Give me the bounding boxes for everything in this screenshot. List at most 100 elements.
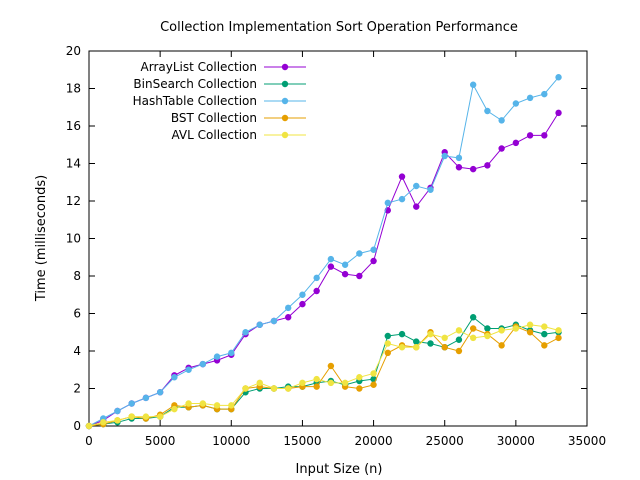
- data-point-hashtable-collection: [242, 329, 249, 336]
- x-tick-label: 20000: [354, 434, 392, 448]
- y-tick-label: 0: [73, 419, 81, 433]
- data-point-bst-collection: [327, 362, 335, 370]
- y-tick-label: 4: [73, 344, 81, 358]
- data-point-bst-collection: [541, 342, 548, 349]
- data-point-hashtable-collection: [156, 389, 164, 396]
- series-line-arraylist-collection: [88, 112, 559, 427]
- data-point-bst-collection: [370, 381, 377, 388]
- data-point-binsearch-collection: [455, 336, 463, 343]
- data-point-arraylist-collection: [327, 263, 335, 270]
- data-point-avl-collection: [541, 323, 548, 330]
- data-point-avl-collection: [114, 417, 121, 424]
- data-point-hashtable-collection: [327, 255, 335, 263]
- data-point-binsearch-collection: [427, 340, 434, 347]
- data-point-avl-collection: [341, 379, 349, 387]
- y-tick-label: 14: [66, 157, 81, 171]
- y-tick-label: 8: [73, 269, 81, 283]
- data-point-arraylist-collection: [313, 287, 320, 295]
- data-point-avl-collection: [370, 370, 377, 377]
- data-point-avl-collection: [526, 321, 534, 328]
- data-point-hashtable-collection: [285, 304, 292, 312]
- data-point-bst-collection: [384, 349, 391, 357]
- data-point-hashtable-collection: [341, 261, 349, 268]
- data-point-avl-collection: [85, 422, 93, 430]
- data-point-arraylist-collection: [398, 173, 406, 180]
- legend-marker: [281, 63, 289, 71]
- data-point-avl-collection: [498, 327, 505, 334]
- y-tick-label: 16: [66, 119, 81, 133]
- data-point-hashtable-collection: [142, 394, 150, 402]
- data-point-avl-collection: [199, 400, 207, 407]
- data-point-hashtable-collection: [356, 250, 363, 257]
- data-point-hashtable-collection: [512, 100, 520, 107]
- data-point-avl-collection: [228, 402, 235, 409]
- data-point-avl-collection: [171, 405, 178, 413]
- data-point-avl-collection: [441, 334, 448, 342]
- data-point-avl-collection: [484, 332, 491, 340]
- series-bst-collection: [85, 323, 562, 430]
- data-point-avl-collection: [100, 419, 107, 426]
- y-tick-label: 2: [73, 382, 81, 396]
- data-point-binsearch-collection: [398, 330, 406, 338]
- data-point-hashtable-collection: [199, 360, 207, 368]
- data-point-binsearch-collection: [484, 325, 491, 332]
- series-line-avl-collection: [88, 324, 559, 427]
- data-point-arraylist-collection: [512, 139, 520, 147]
- data-point-arraylist-collection: [370, 257, 377, 265]
- data-point-avl-collection: [455, 327, 463, 334]
- x-tick-label: 15000: [283, 434, 321, 448]
- data-point-hashtable-collection: [413, 182, 420, 190]
- series-avl-collection: [85, 321, 562, 430]
- data-point-avl-collection: [142, 413, 150, 420]
- data-point-arraylist-collection: [285, 314, 292, 321]
- data-point-arraylist-collection: [341, 270, 349, 278]
- legend-label: AVL Collection: [171, 128, 257, 142]
- legend-marker: [281, 131, 289, 139]
- data-point-binsearch-collection: [413, 338, 420, 345]
- legend-label: ArrayList Collection: [141, 60, 257, 74]
- data-point-hashtable-collection: [384, 199, 391, 207]
- data-point-binsearch-collection: [541, 330, 548, 338]
- data-point-avl-collection: [285, 385, 292, 392]
- data-point-bst-collection: [441, 344, 448, 351]
- data-point-hashtable-collection: [541, 90, 548, 98]
- data-point-hashtable-collection: [498, 117, 505, 124]
- data-point-avl-collection: [512, 325, 520, 332]
- data-point-arraylist-collection: [356, 272, 363, 280]
- data-point-binsearch-collection: [469, 314, 477, 321]
- data-point-avl-collection: [398, 344, 406, 351]
- data-point-arraylist-collection: [541, 132, 548, 139]
- x-axis-label: Input Size (n): [296, 462, 383, 477]
- x-tick-label: 35000: [568, 434, 606, 448]
- legend-label: BST Collection: [171, 111, 257, 125]
- data-point-hashtable-collection: [114, 407, 121, 415]
- data-point-hashtable-collection: [469, 81, 477, 88]
- data-point-arraylist-collection: [526, 132, 534, 139]
- x-tick-label: 10000: [212, 434, 250, 448]
- data-point-hashtable-collection: [555, 74, 562, 81]
- legend-marker: [281, 80, 289, 88]
- data-point-hashtable-collection: [128, 400, 135, 407]
- legend-marker: [281, 114, 289, 122]
- legend-label: BinSearch Collection: [133, 77, 257, 91]
- x-tick-label: 30000: [497, 434, 535, 448]
- data-point-avl-collection: [185, 400, 192, 407]
- data-point-avl-collection: [356, 374, 363, 381]
- legend-label: HashTable Collection: [133, 94, 257, 108]
- y-tick-label: 12: [66, 194, 81, 208]
- data-point-bst-collection: [526, 329, 534, 336]
- data-point-avl-collection: [242, 385, 249, 392]
- data-point-avl-collection: [256, 379, 263, 387]
- data-point-hashtable-collection: [484, 107, 491, 115]
- data-point-avl-collection: [327, 379, 335, 387]
- data-point-hashtable-collection: [185, 366, 192, 373]
- data-point-avl-collection: [299, 379, 306, 387]
- data-point-arraylist-collection: [413, 203, 420, 210]
- data-point-arraylist-collection: [455, 164, 463, 171]
- data-point-arraylist-collection: [469, 165, 477, 173]
- data-point-bst-collection: [469, 325, 477, 332]
- data-point-hashtable-collection: [398, 195, 406, 203]
- x-tick-label: 25000: [426, 434, 464, 448]
- data-point-bst-collection: [313, 383, 320, 390]
